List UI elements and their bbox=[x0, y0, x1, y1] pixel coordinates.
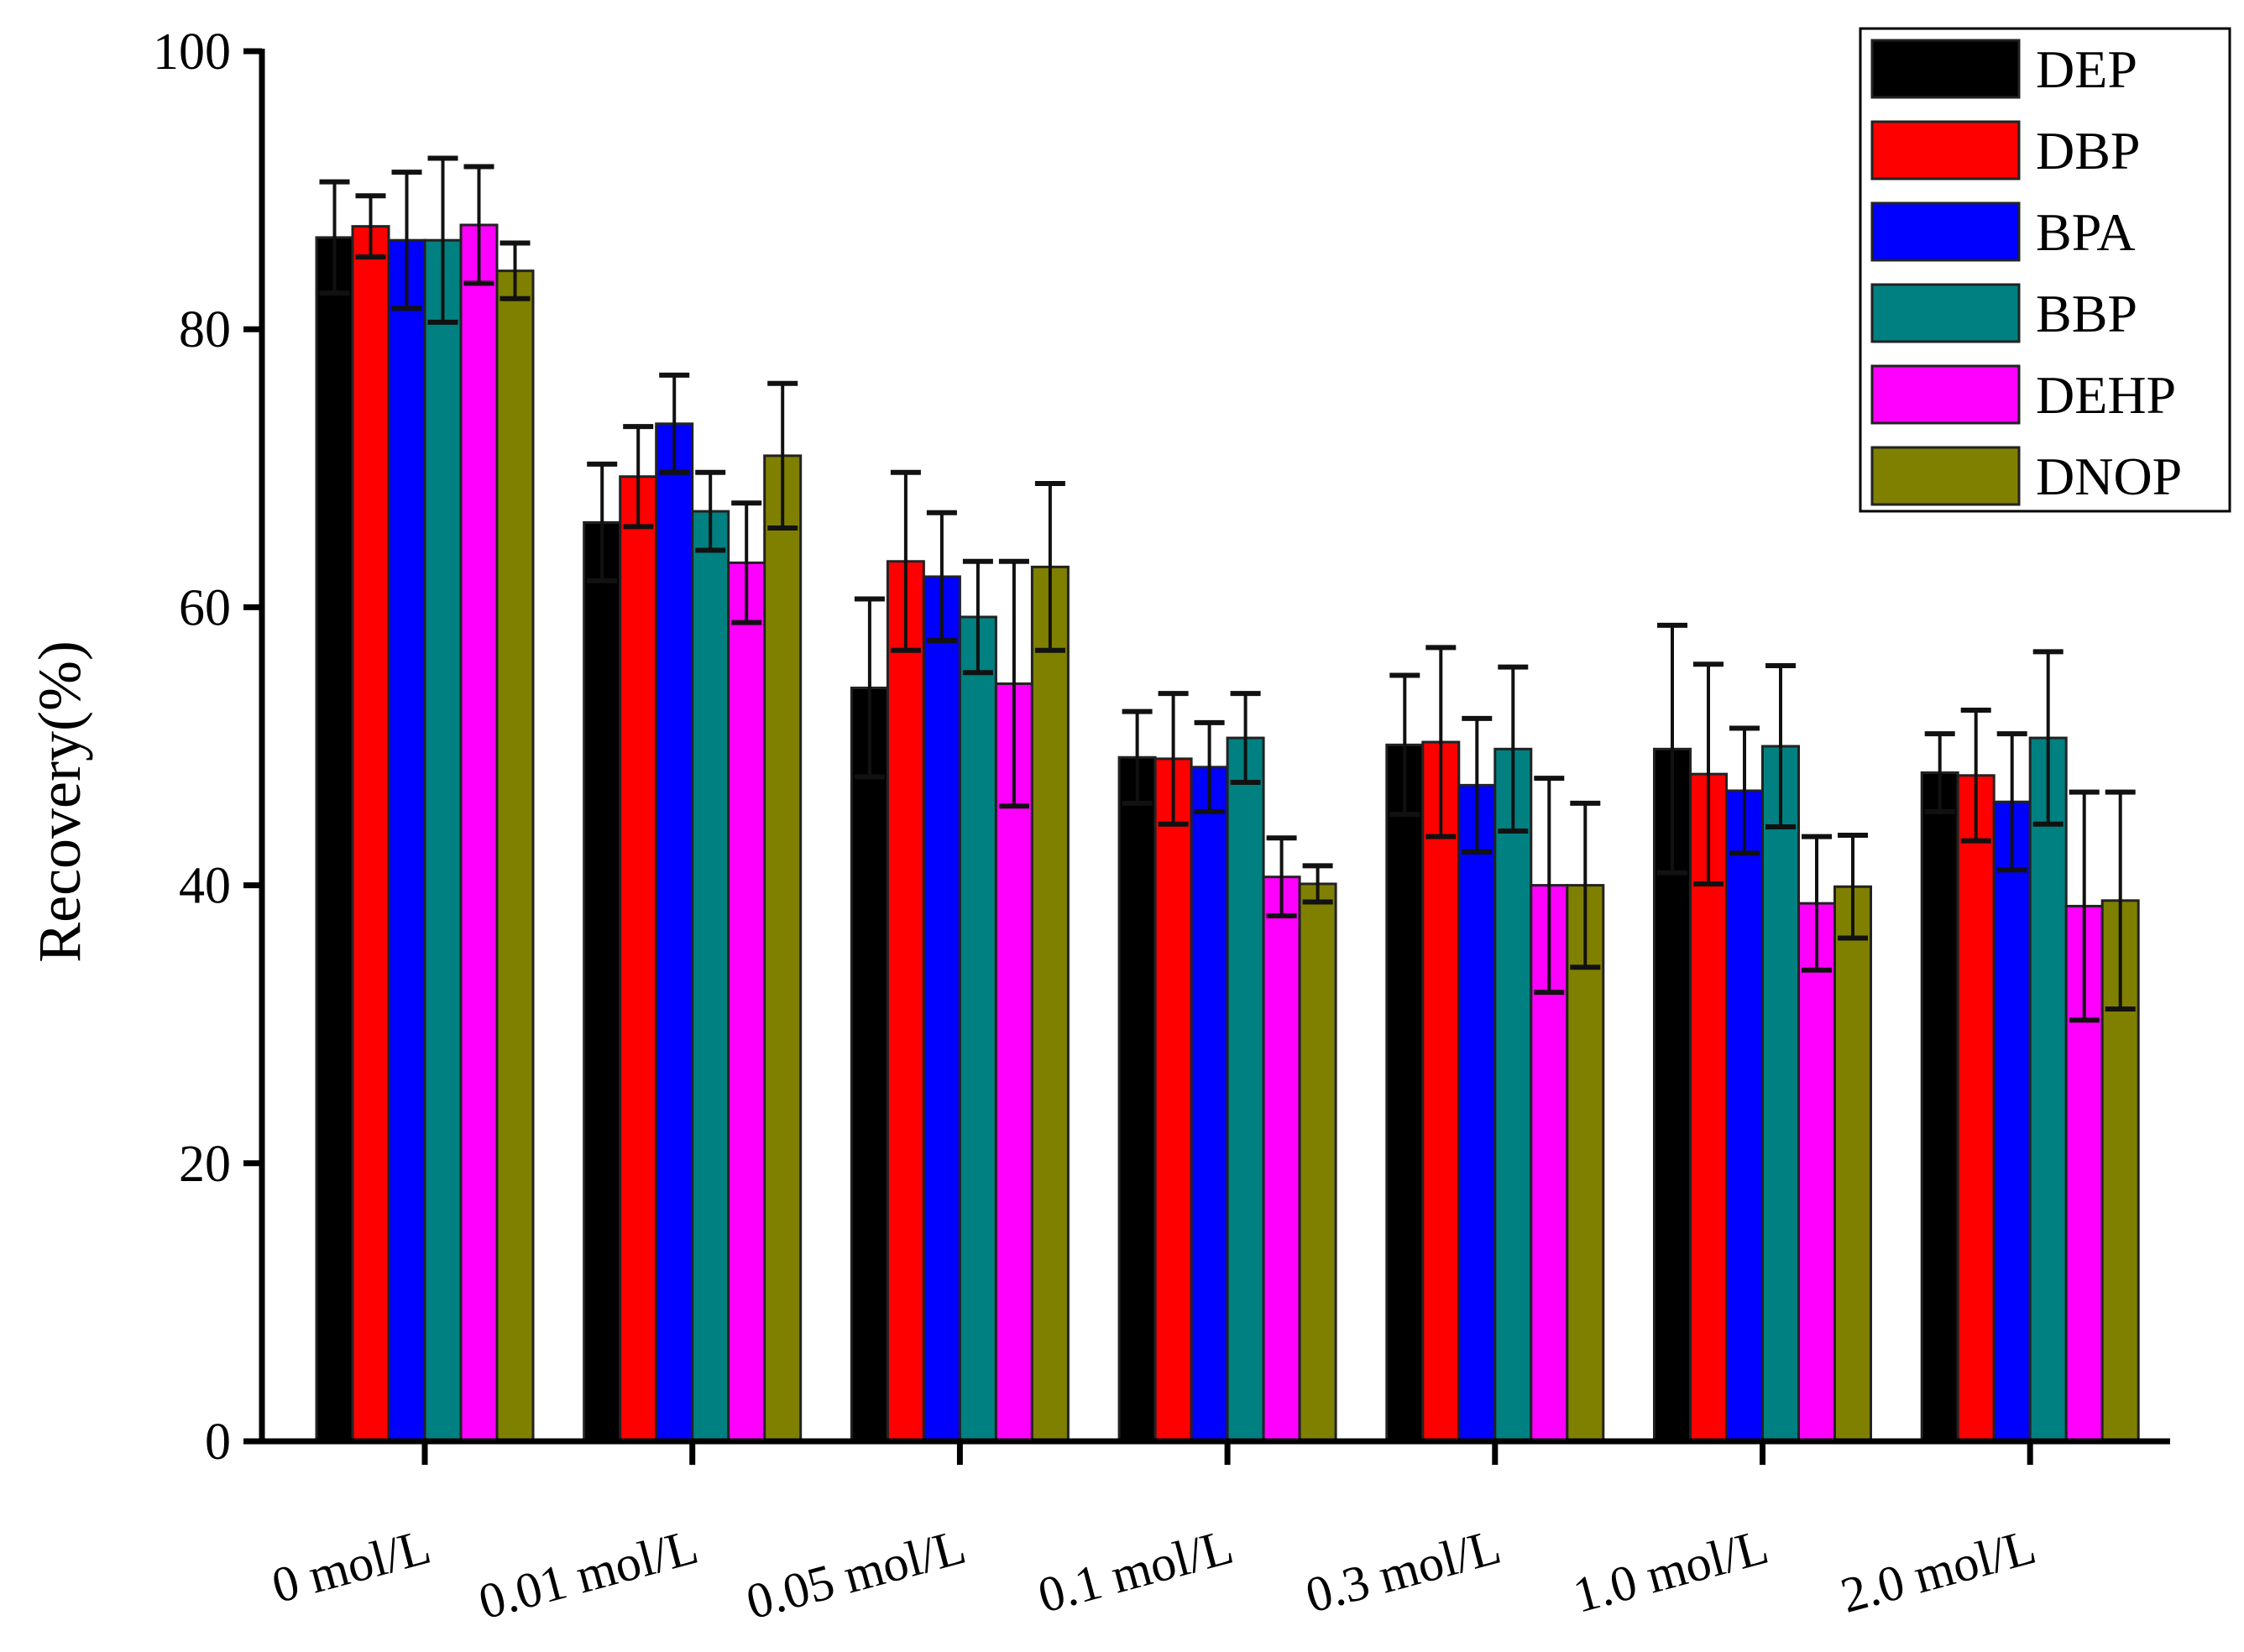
bar-bbp bbox=[958, 615, 997, 1443]
bar-dnop bbox=[1298, 882, 1337, 1443]
bar-bbp bbox=[1761, 745, 1800, 1443]
y-tick-label: 100 bbox=[153, 24, 231, 81]
bar-dep bbox=[1920, 771, 1959, 1443]
bar-bbp bbox=[1493, 747, 1533, 1443]
legend-swatch-bbp bbox=[1870, 283, 2021, 343]
bar-dehp bbox=[1262, 876, 1301, 1443]
y-tick-label: 80 bbox=[179, 301, 231, 358]
bar-bpa bbox=[1457, 783, 1497, 1443]
legend-label: BPA bbox=[2036, 202, 2136, 262]
bar-bpa bbox=[1992, 800, 2032, 1443]
bar-dnop bbox=[495, 269, 535, 1443]
y-tick-label: 40 bbox=[179, 858, 231, 915]
y-tick-label: 20 bbox=[179, 1136, 231, 1193]
legend-swatch-dbp bbox=[1870, 120, 2021, 180]
legend-swatch-bpa bbox=[1870, 201, 2021, 262]
bar-bbp bbox=[1226, 736, 1265, 1443]
bar-bbp bbox=[2028, 736, 2068, 1443]
legend-swatch-dehp bbox=[1870, 364, 2021, 425]
y-axis-label: Recovery(%) bbox=[26, 640, 93, 963]
x-tick-label: 0.01 mol/L bbox=[473, 1519, 704, 1630]
bar-dbp bbox=[1421, 740, 1461, 1443]
bar-bpa bbox=[655, 422, 694, 1443]
bar-dep bbox=[583, 520, 622, 1443]
bar-dbp bbox=[351, 225, 390, 1443]
bar-dep bbox=[315, 236, 354, 1443]
legend-label: DNOP bbox=[2036, 447, 2182, 506]
x-tick-label: 0.1 mol/L bbox=[1033, 1519, 1239, 1623]
bar-bpa bbox=[1190, 766, 1229, 1443]
bar-dehp bbox=[459, 223, 499, 1443]
y-ticks: 0 20 40 60 80 100 bbox=[153, 24, 262, 1471]
legend-box bbox=[1859, 27, 2231, 513]
bar-dnop bbox=[1833, 885, 1872, 1443]
bar-dbp bbox=[886, 560, 925, 1443]
legend-label: BBP bbox=[2036, 284, 2137, 343]
x-tick-label: 0.3 mol/L bbox=[1300, 1519, 1506, 1623]
legend-label: DEHP bbox=[2036, 365, 2176, 425]
x-tick-label: 1.0 mol/L bbox=[1567, 1519, 1774, 1623]
bar-dbp bbox=[619, 475, 658, 1443]
bar-dnop bbox=[1030, 565, 1070, 1443]
bar-dep bbox=[1117, 755, 1157, 1443]
bar-dehp bbox=[727, 561, 766, 1443]
bar-dbp bbox=[1956, 774, 1996, 1443]
bar-bpa bbox=[922, 575, 961, 1443]
bar-dnop bbox=[763, 454, 803, 1443]
x-tick-label: 2.0 mol/L bbox=[1835, 1519, 2042, 1623]
bar-dep bbox=[850, 686, 889, 1443]
bar-bbp bbox=[691, 510, 730, 1443]
bar-dep bbox=[1385, 743, 1425, 1443]
x-ticks: 0 mol/L 0.01 mol/L 0.05 mol/L 0.1 mol/L 0.3 … bbox=[266, 1441, 2042, 1630]
bar-dehp bbox=[1797, 902, 1836, 1443]
bar-bbp bbox=[423, 238, 463, 1443]
y-tick-label: 60 bbox=[179, 579, 231, 636]
bar-dbp bbox=[1153, 757, 1193, 1443]
bar-bpa bbox=[387, 238, 426, 1443]
y-tick-label: 0 bbox=[205, 1414, 231, 1471]
bars-layer bbox=[315, 155, 2140, 1443]
x-tick-label: 0.05 mol/L bbox=[740, 1519, 971, 1630]
x-tick-label: 0 mol/L bbox=[266, 1519, 436, 1613]
legend-label: DBP bbox=[2036, 121, 2141, 180]
legend: DEP DBP BPA BBP DEHP DNOP bbox=[1859, 27, 2231, 513]
legend-label: DEP bbox=[2036, 39, 2137, 99]
bar-bpa bbox=[1725, 789, 1764, 1443]
legend-swatch-dnop bbox=[1870, 446, 2021, 506]
axes-layer bbox=[259, 49, 2170, 1445]
legend-swatch-dep bbox=[1870, 39, 2021, 99]
